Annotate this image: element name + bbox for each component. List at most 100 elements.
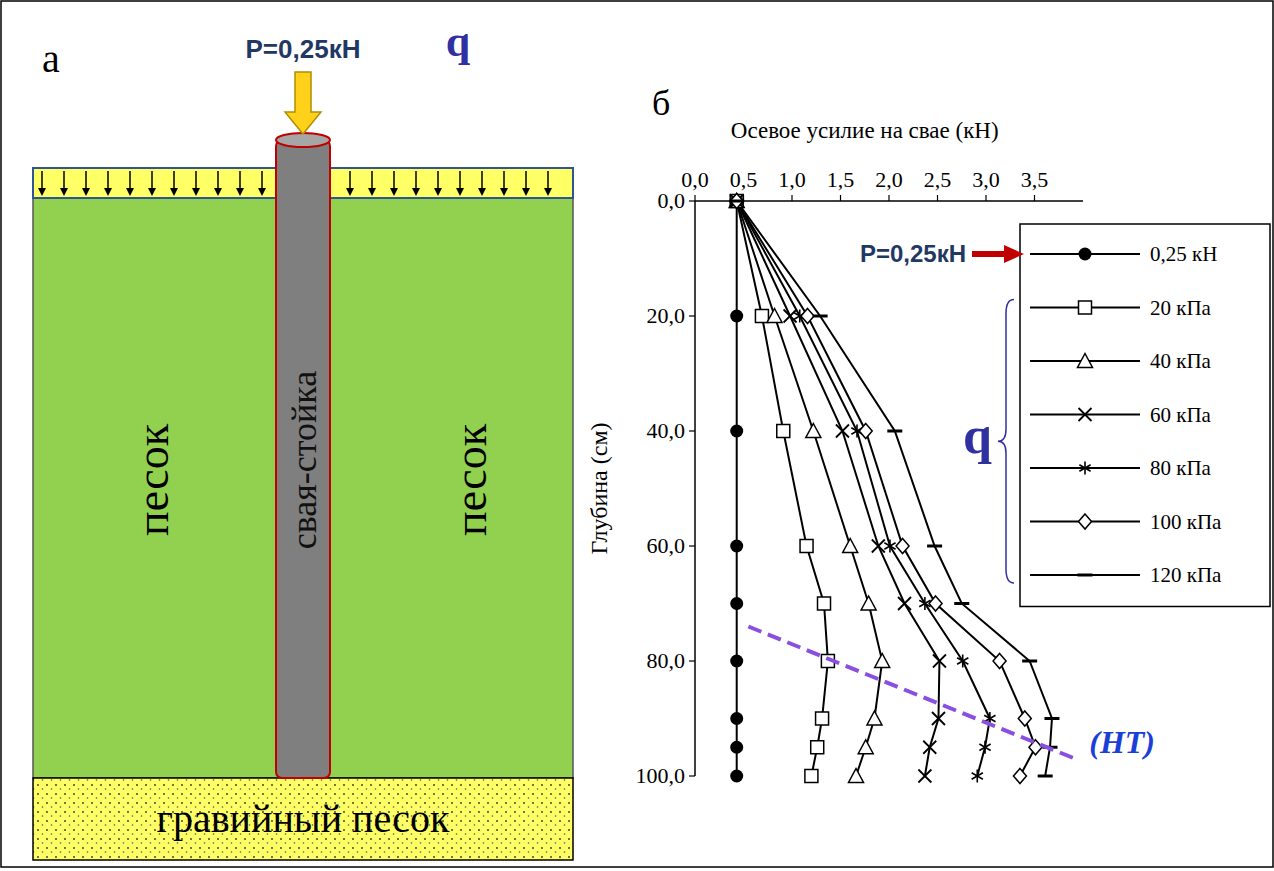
y-tick-label: 60,0	[647, 533, 686, 558]
marker-shape	[818, 597, 831, 610]
marker-shape	[957, 658, 968, 665]
series-line	[737, 201, 990, 776]
marker-shape	[872, 540, 885, 553]
load-arrowhead	[148, 188, 156, 196]
data-point	[805, 770, 818, 783]
load-arrowhead	[38, 188, 46, 196]
marker-shape	[730, 655, 743, 668]
marker-shape	[957, 658, 968, 665]
marker-shape	[730, 425, 743, 438]
marker-shape	[836, 425, 849, 438]
marker-shape	[872, 540, 885, 553]
marker-shape	[858, 740, 873, 754]
load-arrowhead	[434, 188, 442, 196]
panel-letter: б	[652, 83, 670, 123]
p-pointer-head	[1004, 245, 1024, 263]
data-point	[923, 741, 936, 754]
marker-shape	[898, 597, 911, 610]
panel-b: бОсевое усилие на свае (кН)Глубина (см)0…	[586, 83, 1270, 788]
data-point	[806, 424, 821, 438]
y-tick	[689, 430, 695, 431]
load-arrow	[371, 171, 373, 190]
data-point	[993, 654, 1006, 669]
series-line	[736, 201, 738, 776]
marker-shape	[1078, 574, 1093, 577]
data-point	[730, 195, 743, 208]
data-point	[1038, 776, 1053, 777]
marker-shape	[767, 309, 782, 323]
data-point	[800, 540, 813, 553]
load-arrow	[261, 171, 263, 190]
y-axis	[694, 201, 696, 776]
x-tick-label: 0,0	[681, 167, 709, 192]
data-point	[957, 655, 968, 668]
marker-shape	[1079, 408, 1092, 421]
marker-shape	[816, 712, 829, 725]
data-point	[884, 540, 895, 553]
marker-shape	[811, 741, 824, 754]
panel-letter: а	[42, 36, 60, 81]
marker-shape	[972, 773, 983, 780]
marker-shape	[993, 654, 1006, 669]
data-point	[861, 596, 876, 610]
x-tick-label: 1,5	[827, 167, 855, 192]
x-tick	[1034, 195, 1035, 201]
load-arrowhead	[412, 188, 420, 196]
y-tick-label: 100,0	[636, 763, 686, 788]
marker-shape	[784, 310, 797, 323]
load-arrow	[459, 171, 461, 190]
data-point	[927, 546, 942, 547]
load-arrowhead	[258, 188, 266, 196]
marker-shape	[1078, 354, 1093, 368]
y-tick-label: 0,0	[658, 188, 686, 213]
marker-shape	[730, 195, 743, 208]
x-tick	[937, 195, 938, 201]
data-point	[979, 741, 990, 754]
data-point	[843, 539, 858, 553]
marker-shape	[729, 194, 744, 208]
marker-shape	[730, 195, 743, 208]
data-point	[818, 597, 831, 610]
gravel-layer	[33, 778, 573, 860]
load-arrowhead	[500, 188, 508, 196]
y-tick-label: 40,0	[647, 418, 686, 443]
data-point	[730, 741, 743, 754]
marker-shape	[867, 711, 882, 725]
x-tick	[791, 195, 792, 201]
marker-shape	[1044, 717, 1059, 720]
y-tick	[689, 660, 695, 661]
marker-shape	[1079, 408, 1092, 421]
marker-shape	[1038, 775, 1053, 778]
load-arrow	[503, 171, 505, 190]
load-arrow	[481, 171, 483, 190]
y-tick-label: 80,0	[647, 648, 686, 673]
load-arrow	[85, 171, 87, 190]
marker-shape	[923, 741, 936, 754]
marker-shape	[933, 655, 946, 668]
data-point	[1013, 769, 1026, 784]
marker-shape	[730, 770, 743, 783]
data-point	[811, 741, 824, 754]
legend-marker	[1079, 248, 1092, 261]
data-point	[777, 425, 790, 438]
data-point	[872, 540, 885, 553]
load-arrow	[415, 171, 417, 190]
data-point	[932, 712, 945, 725]
marker-shape	[875, 654, 890, 668]
x-tick-label: 2,0	[875, 167, 903, 192]
load-arrowhead	[236, 188, 244, 196]
data-point	[896, 539, 909, 554]
marker-shape	[927, 545, 942, 548]
load-arrow	[195, 171, 197, 190]
marker-shape	[805, 770, 818, 783]
x-tick	[694, 195, 695, 201]
marker-shape	[729, 200, 744, 203]
data-point	[1018, 711, 1031, 726]
surcharge-label: q	[446, 17, 471, 66]
marker-shape	[979, 744, 990, 751]
data-point	[875, 654, 890, 668]
marker-shape	[849, 769, 864, 783]
data-point	[972, 770, 983, 783]
load-arrow	[151, 171, 153, 190]
y-tick	[689, 200, 695, 201]
